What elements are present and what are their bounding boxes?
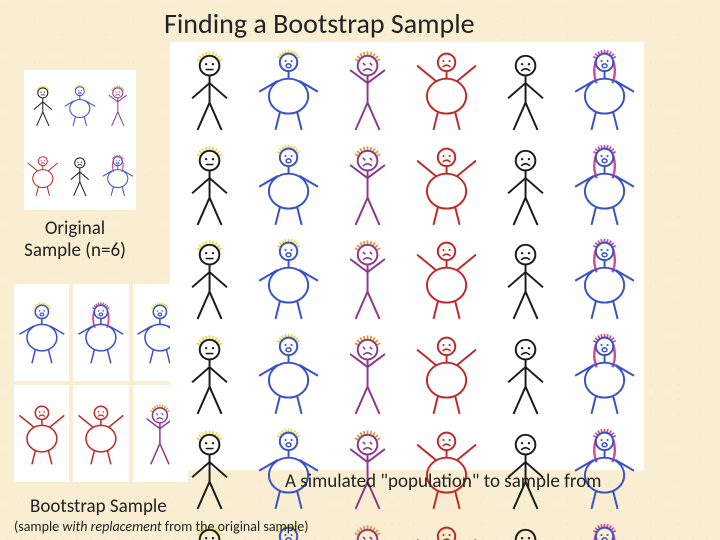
original-sample-panel	[24, 70, 136, 210]
figure-d	[407, 421, 486, 516]
bootstrap-sublabel: (sample with replacement from the origin…	[14, 519, 309, 535]
figure-c	[328, 137, 407, 232]
bootstrap-label: Bootstrap Sample	[30, 496, 167, 518]
figure-d	[14, 385, 69, 482]
figure-e	[61, 140, 98, 210]
population-panel	[170, 42, 644, 470]
figure-d	[407, 42, 486, 137]
figure-d	[407, 516, 486, 540]
bootstrap-sample-panel	[14, 284, 188, 482]
figure-a	[170, 232, 249, 327]
figure-c	[328, 232, 407, 327]
original-label-line2: Sample (n=6)	[24, 239, 126, 262]
figure-e	[486, 137, 565, 232]
figure-f	[565, 326, 644, 421]
figure-b	[14, 284, 69, 381]
figure-f	[565, 232, 644, 327]
figure-c	[99, 70, 136, 140]
figure-a	[170, 326, 249, 421]
figure-a	[170, 42, 249, 137]
population-grid	[170, 42, 644, 470]
figure-b	[249, 421, 328, 516]
slide: Finding a Bootstrap Sample Original Samp…	[0, 0, 720, 540]
figure-b	[249, 326, 328, 421]
figure-b	[249, 137, 328, 232]
sub-em: with replacement	[62, 518, 161, 535]
bootstrap-sample-grid	[14, 284, 188, 482]
figure-f	[565, 42, 644, 137]
figure-a	[24, 70, 61, 140]
sub-post: from the original sample)	[162, 518, 309, 535]
figure-e	[486, 42, 565, 137]
figure-b	[249, 232, 328, 327]
figure-c	[328, 42, 407, 137]
original-label-line1: Original	[45, 217, 105, 240]
figure-b	[249, 42, 328, 137]
page-title: Finding a Bootstrap Sample	[164, 6, 475, 41]
sub-pre: (sample	[14, 518, 62, 535]
figure-d	[24, 140, 61, 210]
figure-d	[407, 137, 486, 232]
figure-c	[328, 421, 407, 516]
figure-a	[170, 421, 249, 516]
figure-e	[486, 421, 565, 516]
figure-f	[565, 516, 644, 540]
population-label: A simulated "population" to sample from	[285, 471, 601, 493]
figure-e	[486, 326, 565, 421]
figure-d	[407, 232, 486, 327]
figure-c	[328, 326, 407, 421]
original-sample-grid	[24, 70, 136, 210]
figure-d	[407, 326, 486, 421]
figure-e	[486, 232, 565, 327]
figure-d	[73, 385, 128, 482]
original-sample-label: Original Sample (n=6)	[10, 218, 140, 262]
figure-e	[486, 516, 565, 540]
figure-b	[61, 70, 98, 140]
figure-f	[565, 421, 644, 516]
figure-f	[99, 140, 136, 210]
figure-a	[170, 137, 249, 232]
figure-c	[328, 516, 407, 540]
figure-f	[73, 284, 128, 381]
figure-f	[565, 137, 644, 232]
